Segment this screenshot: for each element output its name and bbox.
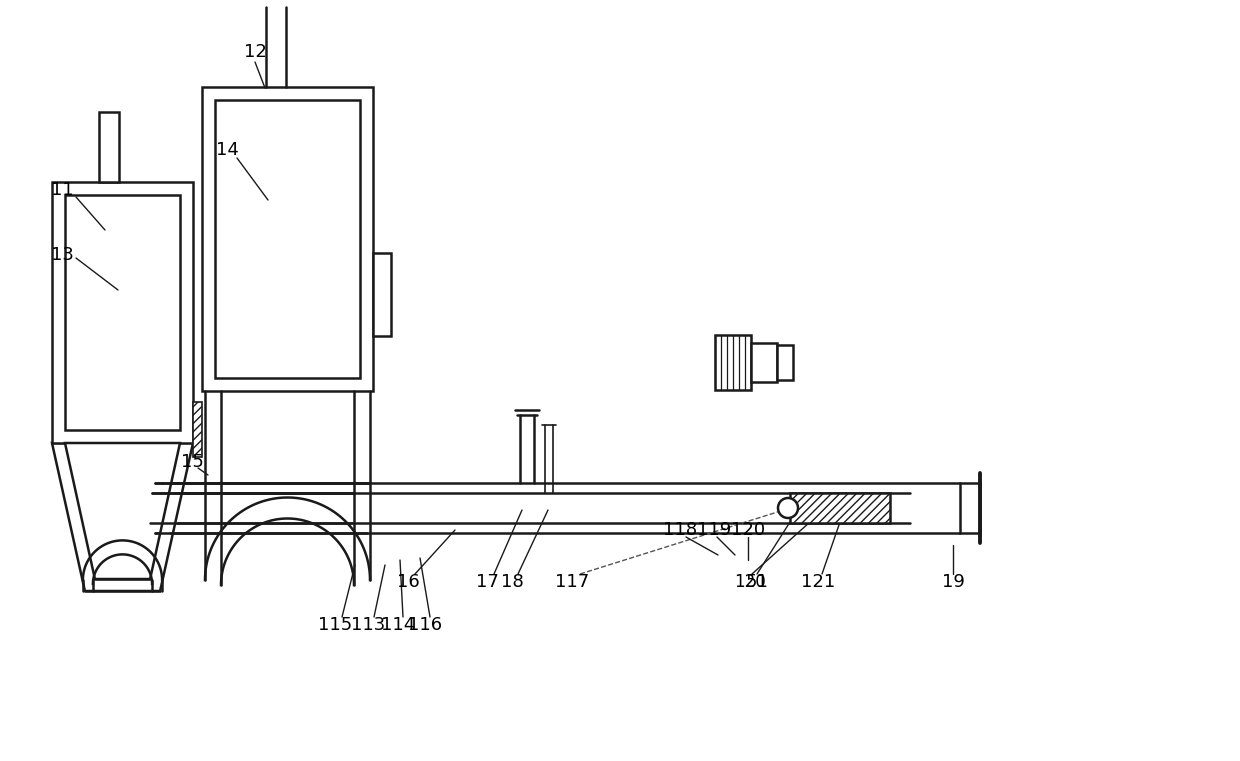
Bar xyxy=(960,483,980,533)
Text: 120: 120 xyxy=(734,573,766,591)
Polygon shape xyxy=(52,443,193,591)
Bar xyxy=(64,195,180,430)
Text: 15: 15 xyxy=(181,453,203,471)
Text: 119: 119 xyxy=(697,521,732,539)
Text: 16: 16 xyxy=(397,573,419,591)
Bar xyxy=(202,87,373,391)
Bar xyxy=(790,493,890,523)
Bar xyxy=(99,112,119,182)
Text: 118: 118 xyxy=(663,521,697,539)
Text: 116: 116 xyxy=(408,616,443,634)
Text: 115: 115 xyxy=(317,616,352,634)
Bar xyxy=(193,402,202,457)
Text: 13: 13 xyxy=(51,246,73,264)
Bar xyxy=(373,253,391,336)
Text: 117: 117 xyxy=(554,573,589,591)
Text: 51: 51 xyxy=(745,573,769,591)
Text: 12: 12 xyxy=(243,43,267,61)
Bar xyxy=(215,100,360,378)
Bar xyxy=(777,345,794,380)
Bar xyxy=(751,343,777,382)
Circle shape xyxy=(777,498,799,518)
Text: 17: 17 xyxy=(476,573,498,591)
Text: 120: 120 xyxy=(730,521,765,539)
Text: 121: 121 xyxy=(801,573,835,591)
Polygon shape xyxy=(64,443,180,579)
Text: 11: 11 xyxy=(51,181,73,199)
Bar xyxy=(52,182,193,443)
Text: 18: 18 xyxy=(501,573,523,591)
Text: 14: 14 xyxy=(216,141,238,159)
Text: 19: 19 xyxy=(941,573,965,591)
Bar xyxy=(715,335,751,390)
Text: 114: 114 xyxy=(381,616,415,634)
Text: 113: 113 xyxy=(351,616,386,634)
